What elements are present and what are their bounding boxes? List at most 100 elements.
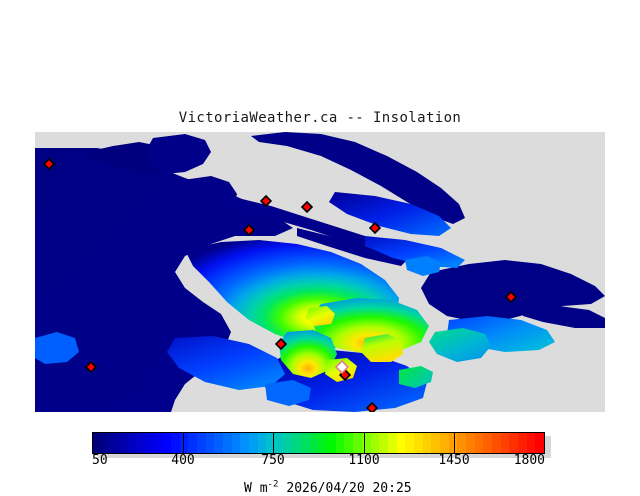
water-thin-diagonal-strait-2 [297, 228, 407, 266]
station-marker[interactable] [259, 194, 273, 208]
colorbar-swatch [370, 433, 380, 453]
colorbar-swatch [535, 433, 544, 453]
colorbar-swatch [465, 433, 475, 453]
station-marker[interactable] [242, 223, 256, 237]
island-patch-e [305, 306, 335, 326]
water-east-band-b [365, 236, 465, 268]
water-northeast-strait [251, 132, 465, 224]
colorbar-swatch [292, 433, 302, 453]
colorbar-tick-label: 1100 [348, 453, 380, 468]
timestamp: 2026/04/20 20:25 [286, 481, 412, 496]
colorbar-tick-label: 1450 [438, 453, 470, 468]
colorbar-swatch [197, 433, 206, 453]
colorbar-swatch [344, 433, 354, 453]
colorbar-swatch [205, 433, 215, 453]
station-marker[interactable] [368, 221, 382, 235]
colorbar-swatch [327, 433, 336, 453]
colorbar-swatch [266, 433, 276, 453]
colorbar-swatch [413, 433, 423, 453]
island-patch-b [429, 328, 491, 362]
station-marker[interactable] [300, 200, 314, 214]
colorbar-swatch [396, 433, 406, 453]
water-east-small-b [265, 380, 311, 406]
island-patch-a [361, 334, 403, 362]
colorbar-swatch [439, 433, 449, 453]
water-north-island-a [145, 134, 211, 174]
insolation-map[interactable] [35, 132, 605, 412]
station-markers[interactable] [42, 157, 518, 412]
colorbar-tick-line [183, 432, 184, 454]
station-marker[interactable] [42, 157, 56, 171]
colorbar-swatch [179, 433, 189, 453]
colorbar-swatch [275, 433, 284, 453]
island-patch-c [399, 366, 433, 388]
colorbar-swatch [171, 433, 180, 453]
colorbar-tick-label: 1800 [513, 453, 545, 468]
colorbar[interactable] [92, 432, 551, 458]
page-title: VictoriaWeather.ca -- Insolation [178, 110, 462, 126]
colorbar-swatch [491, 433, 501, 453]
colorbar-swatch [509, 433, 518, 453]
colorbar-tick-label: 750 [261, 453, 285, 468]
colorbar-swatch [474, 433, 484, 453]
colorbar-swatch [231, 433, 241, 453]
water-east-band-a [329, 192, 451, 236]
colorbar-swatch [379, 433, 388, 453]
colorbar-caption: W m-2 2026/04/20 20:25 [0, 466, 640, 496]
colorbar-tick-label: 50 [92, 453, 108, 468]
colorbar-swatch [101, 433, 111, 453]
colorbar-swatch [136, 433, 146, 453]
water-east-small-a [405, 256, 441, 276]
colorbar-swatch [240, 433, 250, 453]
colorbar-swatch [188, 433, 198, 453]
colorbar-swatch [353, 433, 362, 453]
colorbar-swatch [214, 433, 224, 453]
colorbar-swatch [301, 433, 310, 453]
colorbar-swatch [162, 433, 172, 453]
colorbar-swatch [335, 433, 345, 453]
colorbar-swatch [283, 433, 293, 453]
colorbar-swatch [405, 433, 414, 453]
colorbar-swatch [309, 433, 319, 453]
colorbar-units: W m-2 [244, 479, 279, 496]
water-far-east-spur [523, 306, 605, 328]
colorbar-swatch [448, 433, 458, 453]
station-marker[interactable] [84, 360, 98, 374]
colorbar-swatch [93, 433, 102, 453]
colorbar-tick-line [273, 432, 274, 454]
colorbar-tick-line [364, 432, 365, 454]
insolation-field-south-hotspot [279, 330, 337, 378]
station-marker[interactable] [274, 337, 288, 351]
station-marker-highlighted[interactable] [334, 359, 350, 375]
colorbar-swatch [457, 433, 466, 453]
colorbar-swatch [153, 433, 163, 453]
colorbar-tick-label: 400 [171, 453, 195, 468]
colorbar-swatch [145, 433, 154, 453]
colorbar-swatch [517, 433, 527, 453]
colorbar-swatch [223, 433, 232, 453]
colorbar-swatch [422, 433, 432, 453]
colorbar-swatch [119, 433, 128, 453]
colorbar-tick-line [454, 432, 455, 454]
colorbar-swatch [127, 433, 137, 453]
water-thin-diagonal-strait [221, 194, 391, 252]
colorbar-tick-labels: 50 400 750 1100 1450 1800 [92, 453, 545, 469]
colorbar-swatch [257, 433, 267, 453]
colorbar-swatch [526, 433, 536, 453]
colorbar-swatch [431, 433, 440, 453]
colorbar-strip[interactable] [92, 432, 545, 454]
map-panel[interactable] [35, 132, 605, 412]
colorbar-swatch [318, 433, 328, 453]
colorbar-swatch [500, 433, 510, 453]
water-southwest-tip [35, 332, 79, 364]
station-marker[interactable] [365, 401, 379, 412]
units-exponent: -2 [267, 479, 279, 490]
colorbar-swatch [110, 433, 120, 453]
colorbar-swatch [483, 433, 492, 453]
colorbar-swatch [249, 433, 258, 453]
water-north-island-b [177, 176, 237, 226]
water-southwest-coast [167, 336, 285, 390]
station-marker[interactable] [504, 290, 518, 304]
colorbar-swatch [387, 433, 397, 453]
units-base: W m [244, 481, 268, 496]
